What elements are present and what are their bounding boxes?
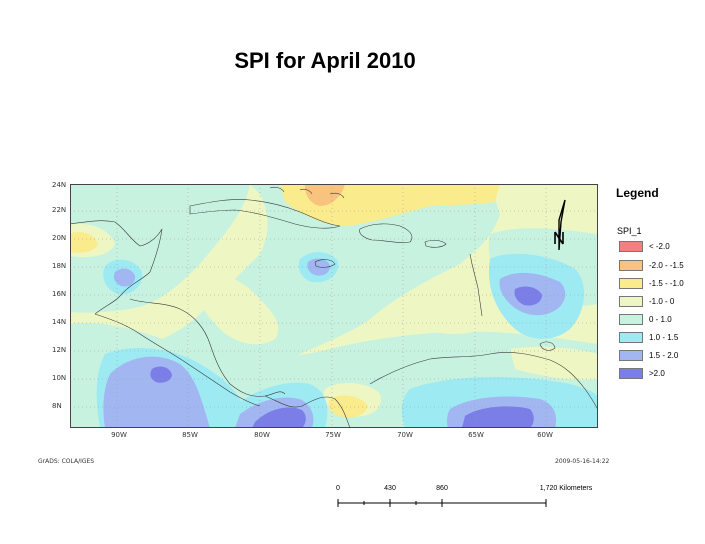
spi-zone-neg2-neg15-north xyxy=(304,184,345,206)
north-arrow-icon xyxy=(549,196,569,257)
lon-label-80w: 80W xyxy=(254,431,270,439)
lon-label-65w: 65W xyxy=(468,431,484,439)
lon-label-90w: 90W xyxy=(111,431,127,439)
legend-item: < -2.0 xyxy=(619,240,670,252)
legend-swatch xyxy=(619,259,643,271)
legend-item: 1.5 - 2.0 xyxy=(619,349,678,361)
legend-swatch xyxy=(619,240,643,252)
spi-zone-neg15-neg1-nw xyxy=(70,232,98,253)
lat-label-8n: 8N xyxy=(52,402,62,410)
scale-bar: 0 430 860 1,720 Kilometers xyxy=(330,485,620,515)
spi-zone-neg1-0-central xyxy=(196,274,279,345)
spi-zone-gt2-southeast xyxy=(462,406,534,428)
legend-item: -1.5 - -1.0 xyxy=(619,277,684,289)
lat-label-20n: 20N xyxy=(52,234,67,242)
scale-tick-label: 0 xyxy=(336,485,340,492)
legend-swatch xyxy=(619,331,643,343)
legend-item: 1.0 - 1.5 xyxy=(619,331,678,343)
spi-zone-0-1-central xyxy=(130,184,500,389)
legend-swatch xyxy=(619,313,643,325)
footer-credit: GrADS: COLA/IGES xyxy=(38,458,95,465)
lat-label-24n: 24N xyxy=(52,181,67,189)
legend-swatch xyxy=(619,349,643,361)
legend-label: -2.0 - -1.5 xyxy=(649,260,684,270)
legend-label: -1.0 - 0 xyxy=(649,296,675,306)
footer-timestamp: 2009-05-16-14:22 xyxy=(555,458,610,465)
spi-zone-15-2-yucatan xyxy=(113,268,136,287)
legend-item: -2.0 - -1.5 xyxy=(619,259,684,271)
lat-label-22n: 22N xyxy=(52,206,67,214)
lat-label-14n: 14N xyxy=(52,318,67,326)
spi-zone-gt2-east xyxy=(514,286,542,306)
lon-label-70w: 70W xyxy=(397,431,413,439)
legend-item: -1.0 - 0 xyxy=(619,295,674,307)
spi-zone-gt2-pacific xyxy=(150,366,172,383)
legend-label: 1.0 - 1.5 xyxy=(649,332,679,342)
scale-tick-label: 860 xyxy=(436,485,448,492)
graticule xyxy=(70,184,598,428)
legend-swatch xyxy=(619,277,643,289)
legend-label: < -2.0 xyxy=(649,241,670,251)
lon-label-85w: 85W xyxy=(182,431,198,439)
coastlines xyxy=(70,186,598,428)
scale-bar-line xyxy=(337,499,547,507)
lat-label-16n: 16N xyxy=(52,290,67,298)
lat-label-18n: 18N xyxy=(52,262,67,270)
scale-tick-label: 1,720 Kilometers xyxy=(539,485,593,492)
map-border xyxy=(70,184,598,428)
scale-tick-label: 430 xyxy=(384,485,396,492)
legend-label: -1.5 - -1.0 xyxy=(649,278,684,288)
lon-label-60w: 60W xyxy=(537,431,553,439)
lat-label-12n: 12N xyxy=(52,346,67,354)
spi-zone-15-2-pacific xyxy=(103,356,210,428)
legend-field-name: SPI_1 xyxy=(617,226,642,236)
spi-map xyxy=(70,184,598,428)
legend-label: 0 - 1.0 xyxy=(649,314,672,324)
lon-label-75w: 75W xyxy=(325,431,341,439)
legend-swatch xyxy=(619,367,643,379)
lat-label-10n: 10N xyxy=(52,374,67,382)
legend-swatch xyxy=(619,295,643,307)
legend-label: 1.5 - 2.0 xyxy=(649,350,679,360)
legend-item: >2.0 xyxy=(619,367,665,379)
legend-label: >2.0 xyxy=(649,368,665,378)
spi-map-canvas xyxy=(70,184,598,428)
map-title: SPI for April 2010 xyxy=(234,48,416,73)
spi-zone-neg15-neg1-south xyxy=(328,395,368,418)
spi-zone-neg1-0-east xyxy=(400,298,491,334)
spi-zone-gt2-panama xyxy=(252,407,306,428)
legend-heading: Legend xyxy=(616,186,659,200)
legend-item: 0 - 1.0 xyxy=(619,313,672,325)
